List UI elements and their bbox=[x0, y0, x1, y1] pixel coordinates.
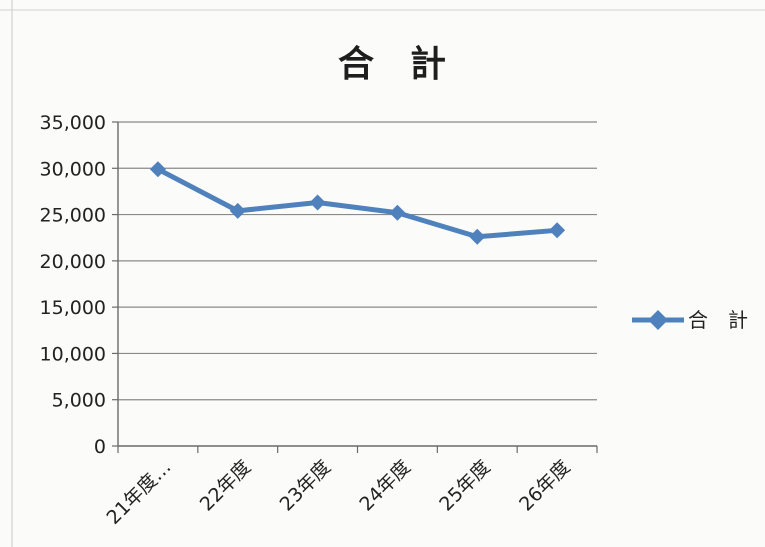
data-point-marker bbox=[229, 202, 246, 219]
data-point-marker bbox=[549, 222, 566, 239]
data-point-marker bbox=[389, 204, 406, 221]
y-tick-label: 15,000 bbox=[40, 297, 106, 319]
x-tick-label: 26年度 bbox=[515, 456, 575, 516]
x-tick-label: 22年度 bbox=[196, 456, 256, 516]
y-tick-label: 25,000 bbox=[40, 205, 106, 227]
axes bbox=[112, 121, 598, 453]
legend-label: 合 計 bbox=[688, 308, 748, 332]
gridlines bbox=[118, 121, 597, 401]
data-point-marker bbox=[469, 228, 486, 245]
series-line bbox=[156, 166, 558, 240]
legend: 合 計 bbox=[632, 308, 748, 332]
chart-title: 合 計 bbox=[338, 44, 446, 85]
y-tick-label: 30,000 bbox=[40, 158, 106, 180]
legend-marker-icon bbox=[648, 310, 668, 330]
series-layer bbox=[149, 161, 566, 245]
y-tick-label: 35,000 bbox=[40, 112, 106, 134]
y-tick-label: 10,000 bbox=[40, 343, 106, 365]
data-point-marker bbox=[309, 194, 326, 211]
y-tick-label: 0 bbox=[94, 436, 106, 458]
x-tick-label: 24年度 bbox=[355, 456, 415, 516]
y-tick-labels: 0 5,000 10,000 15,000 20,000 25,000 30,000 35,0… bbox=[40, 112, 106, 458]
x-tick-label: 23年度 bbox=[276, 456, 336, 516]
y-tick-label: 20,000 bbox=[40, 251, 106, 273]
data-point-marker bbox=[149, 161, 166, 178]
x-tick-label: 25年度 bbox=[435, 456, 495, 516]
x-tick-label: 21年度… bbox=[102, 456, 175, 529]
y-tick-label: 5,000 bbox=[52, 390, 106, 412]
x-tick-labels: 21年度… 22年度 23年度 24年度 25年度 26年度 bbox=[102, 456, 574, 529]
